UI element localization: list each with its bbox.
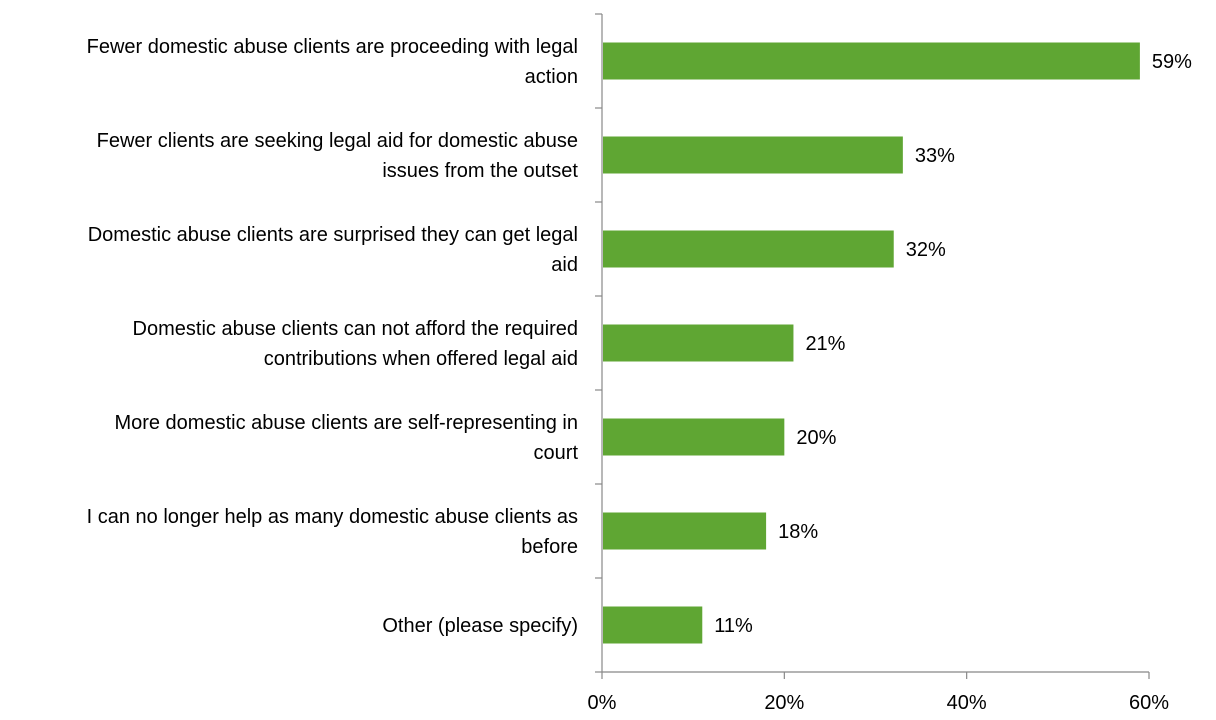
x-tick-label-3: 60% <box>1129 692 1169 714</box>
category-label-line: Domestic abuse clients are surprised the… <box>88 224 578 246</box>
category-label-line: aid <box>551 254 578 276</box>
category-label-line: More domestic abuse clients are self-rep… <box>114 412 578 434</box>
value-label-6: 11% <box>714 615 753 637</box>
bar-2 <box>603 230 894 268</box>
value-label-0: 59% <box>1152 51 1192 73</box>
category-label-0: Fewer domestic abuse clients are proceed… <box>87 36 578 88</box>
bar-6 <box>603 606 703 644</box>
category-label-6: Other (please specify) <box>382 615 578 637</box>
value-label-4: 20% <box>796 427 836 449</box>
category-label-line: Other (please specify) <box>382 615 578 637</box>
bar-4 <box>603 418 785 456</box>
category-label-line: action <box>525 66 578 88</box>
category-label-line: Fewer clients are seeking legal aid for … <box>97 130 578 152</box>
bar-0 <box>603 42 1140 80</box>
value-label-3: 21% <box>805 333 845 355</box>
value-label-5: 18% <box>778 521 818 543</box>
bar-3 <box>603 324 794 362</box>
category-label-line: I can no longer help as many domestic ab… <box>87 506 578 528</box>
bar-1 <box>603 136 903 174</box>
category-label-line: court <box>534 442 579 464</box>
category-label-line: contributions when offered legal aid <box>264 348 578 370</box>
category-label-1: Fewer clients are seeking legal aid for … <box>97 130 579 182</box>
bar-5 <box>603 512 767 550</box>
x-tick-label-2: 40% <box>947 692 987 714</box>
value-label-1: 33% <box>915 145 955 167</box>
value-label-2: 32% <box>906 239 946 261</box>
category-label-3: Domestic abuse clients can not afford th… <box>133 318 578 370</box>
labels-group: 59% Fewer domestic abuse clients are proc… <box>87 36 1193 714</box>
category-label-2: Domestic abuse clients are surprised the… <box>88 224 578 276</box>
category-label-line: issues from the outset <box>382 160 578 182</box>
category-label-line: before <box>521 536 578 558</box>
category-label-4: More domestic abuse clients are self-rep… <box>114 412 578 464</box>
x-tick-label-1: 20% <box>764 692 804 714</box>
axes-group <box>595 13 1150 679</box>
category-label-line: Fewer domestic abuse clients are proceed… <box>87 36 578 58</box>
category-label-5: I can no longer help as many domestic ab… <box>87 506 578 558</box>
category-label-line: Domestic abuse clients can not afford th… <box>133 318 578 340</box>
bars-group <box>603 42 1140 644</box>
x-tick-label-0: 0% <box>588 692 617 714</box>
